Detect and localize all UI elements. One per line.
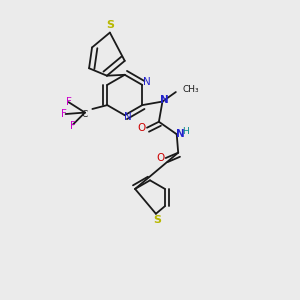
Text: F: F [66, 97, 71, 107]
Text: S: S [106, 20, 114, 30]
Text: N: N [176, 129, 185, 139]
Text: CH₃: CH₃ [182, 85, 199, 94]
Text: H: H [182, 127, 189, 136]
Text: F: F [70, 121, 76, 131]
Text: F: F [61, 109, 67, 119]
Text: C: C [82, 110, 88, 118]
Text: O: O [156, 153, 164, 163]
Text: S: S [153, 215, 161, 225]
Text: N: N [143, 77, 151, 87]
Text: O: O [137, 123, 146, 133]
Text: N: N [160, 95, 169, 105]
Text: N: N [124, 112, 132, 122]
